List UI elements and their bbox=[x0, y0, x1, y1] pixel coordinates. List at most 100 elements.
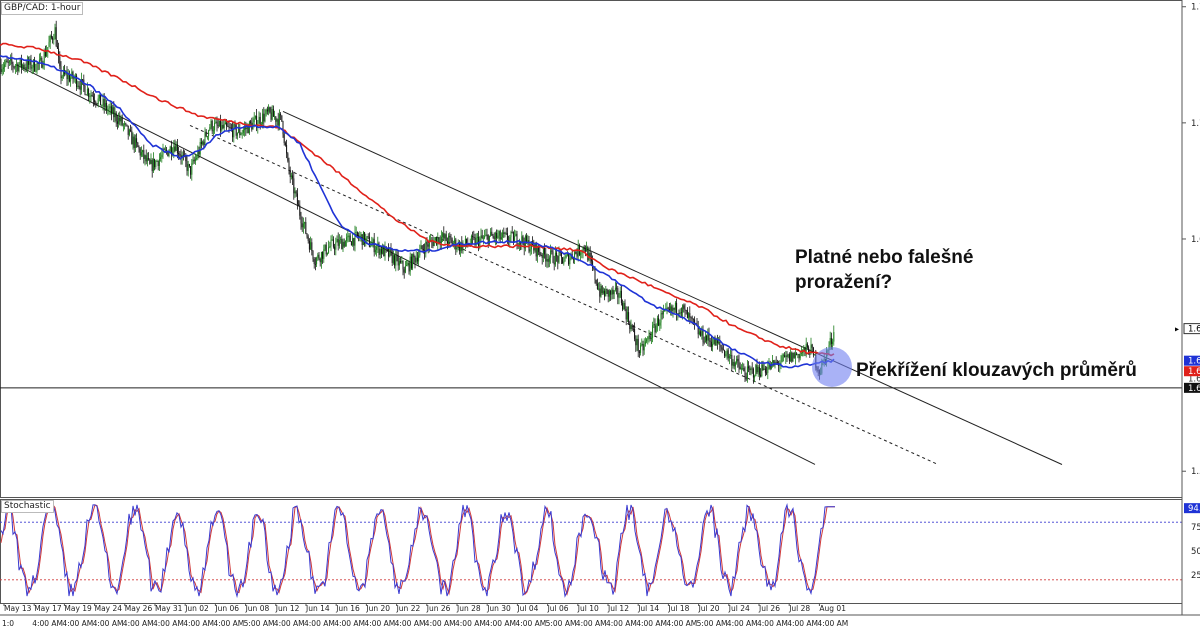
candle-body bbox=[196, 158, 198, 159]
candle-body bbox=[686, 310, 688, 319]
candle-body bbox=[757, 366, 759, 373]
candle-body bbox=[443, 233, 445, 239]
candle-body bbox=[612, 289, 614, 295]
time-tick-label: 4:00 AM bbox=[364, 619, 395, 628]
candle-body bbox=[246, 125, 248, 130]
candle-body bbox=[283, 134, 285, 144]
candle-body bbox=[11, 59, 13, 64]
candle-body bbox=[142, 150, 144, 153]
candle-body bbox=[437, 237, 439, 245]
candle-body bbox=[484, 235, 486, 238]
candle-body bbox=[703, 341, 705, 343]
candle-body bbox=[24, 67, 26, 69]
candle-body bbox=[146, 158, 148, 162]
candle-body bbox=[572, 258, 574, 260]
candle-body bbox=[314, 263, 316, 265]
candle-body bbox=[762, 364, 764, 370]
candle-body bbox=[328, 247, 330, 253]
candle-body bbox=[611, 289, 613, 295]
candle-body bbox=[436, 237, 438, 245]
candle-body bbox=[542, 247, 544, 258]
date-tick-label: Aug 01 bbox=[819, 604, 846, 613]
candle-body bbox=[442, 233, 444, 237]
candle-body bbox=[53, 39, 55, 41]
candle-body bbox=[241, 132, 243, 135]
candle-body bbox=[791, 352, 793, 362]
candle-body bbox=[31, 67, 33, 69]
stoch-d-line bbox=[0, 504, 835, 597]
candle-body bbox=[187, 164, 189, 171]
candle-body bbox=[832, 341, 834, 344]
candle-body bbox=[322, 251, 324, 259]
candle-body bbox=[391, 251, 393, 263]
candle-body bbox=[122, 124, 124, 126]
candle-body bbox=[653, 324, 655, 326]
candle-body bbox=[29, 58, 31, 65]
candle-body bbox=[209, 127, 211, 131]
candle-body bbox=[426, 241, 428, 245]
candle-body bbox=[562, 257, 564, 264]
candle-body bbox=[718, 341, 720, 344]
candle-body bbox=[164, 149, 166, 151]
candle-body bbox=[138, 146, 140, 149]
candle-body bbox=[270, 112, 272, 120]
candle-body bbox=[648, 335, 650, 338]
candle-body bbox=[26, 59, 28, 69]
candle-body bbox=[284, 143, 286, 145]
date-tick-label: Jul 14 bbox=[637, 604, 659, 613]
candle-body bbox=[432, 241, 434, 246]
channel-line-3 bbox=[189, 124, 939, 465]
candle-body bbox=[473, 236, 475, 238]
candle-body bbox=[454, 239, 456, 244]
candle-body bbox=[737, 358, 739, 362]
date-tick-label: Jul 10 bbox=[577, 604, 599, 613]
candle-body bbox=[107, 109, 109, 111]
candle-body bbox=[347, 235, 349, 238]
candle-body bbox=[14, 66, 16, 68]
candle-body bbox=[353, 238, 355, 246]
candle-body bbox=[683, 305, 685, 309]
price-tick-label: 1.6891 bbox=[1191, 235, 1200, 245]
candle-body bbox=[535, 243, 537, 257]
candle-body bbox=[253, 118, 255, 123]
candle-body bbox=[565, 255, 567, 258]
candle-body bbox=[660, 313, 662, 323]
candle-body bbox=[760, 374, 762, 377]
candle-body bbox=[595, 279, 597, 284]
candle-body bbox=[472, 235, 474, 237]
candle-body bbox=[4, 64, 6, 68]
candle-body bbox=[61, 76, 63, 79]
candle-body bbox=[541, 255, 543, 258]
candle-body bbox=[403, 269, 405, 273]
candle-body bbox=[596, 283, 598, 289]
candle-body bbox=[349, 235, 351, 242]
candle-body bbox=[397, 256, 399, 266]
current-price-marker: ▸ bbox=[1175, 325, 1179, 334]
stochastic-plot-area bbox=[0, 499, 1183, 604]
candle-body bbox=[22, 64, 24, 68]
candle-body bbox=[713, 337, 715, 344]
candle-body bbox=[722, 349, 724, 351]
candle-body bbox=[112, 107, 114, 114]
candle-body bbox=[576, 253, 578, 257]
candle-body bbox=[299, 205, 301, 216]
candle-body bbox=[206, 136, 208, 138]
time-tick-label: 4:00 AM bbox=[757, 619, 788, 628]
candle-body bbox=[238, 128, 240, 133]
candle-body bbox=[311, 242, 313, 251]
candle-body bbox=[102, 99, 104, 106]
candle-body bbox=[240, 134, 242, 136]
candle-body bbox=[173, 146, 175, 153]
candle-body bbox=[694, 319, 696, 324]
candle-body bbox=[766, 372, 768, 374]
candle-body bbox=[738, 361, 740, 367]
candle-body bbox=[706, 335, 708, 341]
price-tick-label: 1.7891 bbox=[1191, 3, 1200, 13]
candle-body bbox=[544, 247, 546, 255]
candle-body bbox=[200, 142, 202, 144]
candle-body bbox=[433, 240, 435, 246]
candle-body bbox=[148, 158, 150, 160]
candle-body bbox=[514, 236, 516, 243]
candle-body bbox=[566, 254, 568, 256]
